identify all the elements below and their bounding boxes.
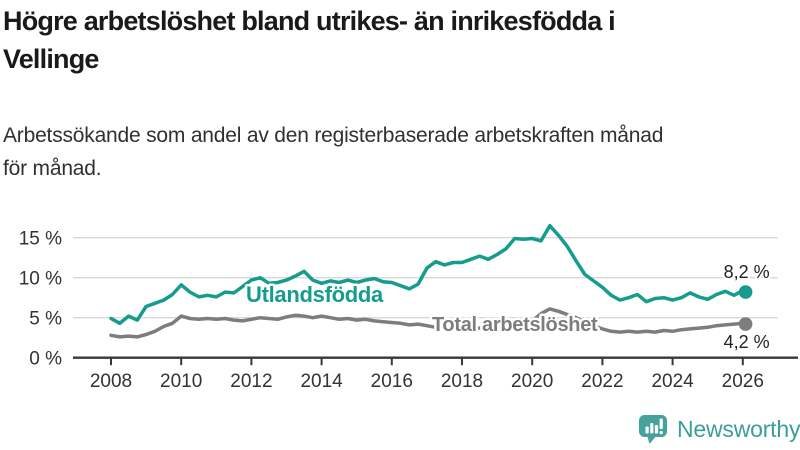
x-axis-tick-label: 2014 [300,371,343,392]
series-line-utlandsfodda [109,223,748,326]
annotations-layer: Utlandsfödda Total arbetslöshet 8,2 % 4,2… [244,260,772,354]
x-axis-tick-label: 2020 [511,371,553,392]
newsworthy-logo-icon [639,415,667,444]
x-axis-tick-label: 2026 [722,371,764,392]
series-label-total-arbetsloshet: Total arbetslöshet [432,314,598,336]
y-axis-tick-label: 5 % [29,308,62,329]
end-value-label: 4,2 % [724,332,770,352]
series-line-total-arbetsloshet [109,307,748,339]
unemployment-line-chart: 0 % 5 % 10 % 15 % 2008 2010 2012 2014 2016 2018 20… [19,223,798,392]
x-axis-tick-label: 2018 [441,371,483,392]
y-axis-tick-label: 0 % [29,348,62,369]
title-line-2: Vellinge [3,44,99,74]
x-axis-tick-label: 2016 [371,371,413,392]
chart-area: 0 % 5 % 10 % 15 % 2008 2010 2012 2014 2016 2018 20… [0,200,800,400]
subtitle-line-1: Arbetssökande som andel av den registerb… [3,124,664,147]
end-value-label: 8,2 % [724,262,770,282]
y-axis-tick-label: 15 % [19,228,62,249]
newsworthy-brand-link[interactable]: Newsworthy [638,412,800,446]
x-axis-tick-label: 2024 [651,371,694,392]
series-end-dot-total-arbetsloshet [738,317,753,331]
series-end-dot-utlandsfodda [738,285,753,299]
newsworthy-brand-name: Newsworthy [677,415,800,442]
x-axis-tick-label: 2022 [581,371,623,392]
subtitle-line-2: för månad. [3,157,102,180]
title-line-1: Högre arbetslöshet bland utrikes- än inr… [3,6,616,36]
series-layer [109,223,748,339]
x-axis-tick-label: 2008 [90,371,132,392]
y-axis-tick-label: 10 % [19,268,62,289]
x-axis-tick-label: 2012 [230,371,272,392]
gridlines-layer [73,237,778,319]
page-title: Högre arbetslöshet bland utrikes- än inr… [3,2,616,78]
x-axis-tick-label: 2010 [160,371,202,392]
axis-layer: 0 % 5 % 10 % 15 % 2008 2010 2012 2014 2016 2018 20… [19,228,798,392]
chart-subtitle: Arbetssökande som andel av den registerb… [3,119,663,185]
series-label-utlandsfodda: Utlandsfödda [246,282,384,307]
